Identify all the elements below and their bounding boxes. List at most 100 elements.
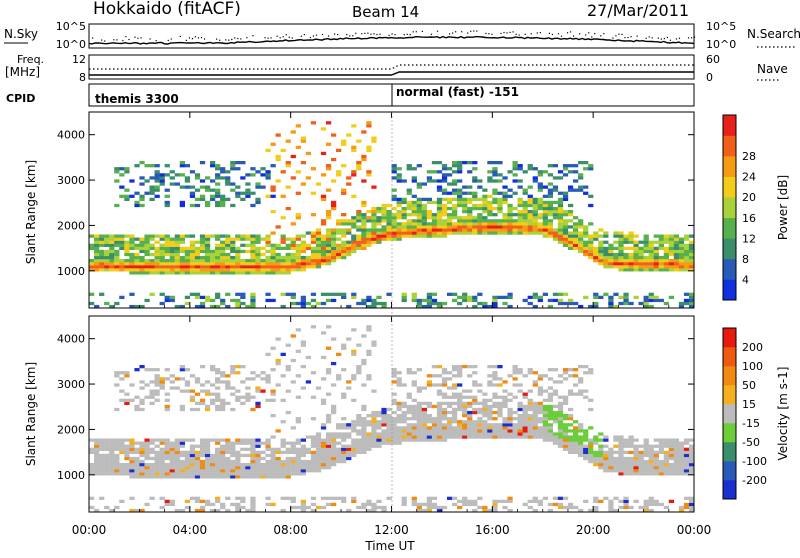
velocity-cell bbox=[557, 432, 564, 436]
velocity-cell bbox=[179, 389, 185, 393]
velocity-cell bbox=[194, 377, 201, 381]
velocity-cell bbox=[436, 365, 443, 369]
velocity-cell bbox=[663, 466, 669, 470]
velocity-cell bbox=[331, 410, 337, 415]
power-cell bbox=[109, 265, 115, 269]
velocity-cell bbox=[265, 352, 271, 357]
velocity-cell bbox=[628, 466, 634, 470]
power-cell bbox=[184, 246, 191, 251]
velocity-cell bbox=[588, 444, 594, 448]
power-cell bbox=[194, 176, 201, 180]
power-cell bbox=[94, 265, 100, 269]
power-cell bbox=[169, 295, 175, 300]
velocity-cell bbox=[532, 499, 538, 504]
power-cell bbox=[356, 219, 362, 223]
velocity-cell bbox=[265, 453, 271, 458]
power-cell bbox=[522, 222, 528, 226]
power-cell bbox=[341, 219, 347, 223]
velocity-cell bbox=[134, 395, 140, 399]
power-cell bbox=[184, 262, 191, 266]
velocity-cell bbox=[431, 426, 438, 430]
power-cell bbox=[552, 237, 559, 241]
power-cell bbox=[144, 262, 150, 266]
velocity-cell bbox=[436, 417, 443, 421]
power-cell bbox=[527, 203, 533, 208]
velocity-cell bbox=[149, 463, 155, 467]
power-cell bbox=[285, 262, 291, 266]
power-cell bbox=[472, 167, 478, 171]
nsearch-dot bbox=[512, 31, 514, 33]
power-cell bbox=[452, 222, 458, 226]
velocity-cell bbox=[446, 423, 453, 427]
velocity-cell bbox=[517, 426, 523, 430]
power-cell bbox=[179, 262, 185, 266]
power-cell bbox=[119, 234, 125, 238]
power-cell bbox=[295, 216, 301, 220]
velocity-cell bbox=[452, 401, 458, 406]
velocity-cell bbox=[280, 450, 286, 455]
power-cell bbox=[578, 176, 584, 180]
power-cell bbox=[623, 265, 629, 269]
velocity-cell bbox=[184, 499, 191, 504]
velocity-cell bbox=[643, 472, 649, 476]
power-cell bbox=[416, 213, 422, 217]
velocity-cell bbox=[406, 407, 412, 412]
colorbar-tick-label: 16 bbox=[742, 212, 756, 225]
velocity-cell bbox=[472, 383, 478, 387]
power-cell bbox=[547, 234, 554, 238]
power-cell bbox=[567, 203, 574, 208]
power-cell bbox=[517, 231, 523, 235]
power-cell bbox=[391, 231, 397, 235]
nsearch-dot bbox=[337, 33, 339, 36]
power-cell bbox=[578, 185, 584, 189]
velocity-cell bbox=[250, 438, 256, 442]
velocity-cell bbox=[462, 432, 468, 436]
power-cell bbox=[648, 249, 654, 254]
nsky-tick-top-right: 10^5 bbox=[706, 20, 736, 33]
power-cell bbox=[462, 203, 468, 208]
power-cell bbox=[255, 182, 261, 186]
velocity-ylabel: Slant Range [km] bbox=[24, 362, 38, 466]
power-cell bbox=[436, 234, 443, 238]
velocity-cell bbox=[154, 389, 160, 393]
power-cell bbox=[305, 246, 312, 251]
power-cell bbox=[194, 295, 201, 300]
velocity-cell bbox=[265, 380, 271, 384]
power-cell bbox=[396, 197, 402, 202]
velocity-cell bbox=[124, 438, 130, 442]
colorbar-tick-label: 50 bbox=[742, 379, 756, 392]
power-cell bbox=[204, 259, 211, 263]
power-cell bbox=[129, 246, 135, 251]
power-cell bbox=[341, 188, 347, 192]
velocity-cell bbox=[119, 389, 125, 393]
power-cell bbox=[361, 219, 367, 223]
colorbar-swatch bbox=[723, 461, 736, 481]
velocity-cell bbox=[598, 499, 604, 504]
power-cell bbox=[235, 292, 241, 296]
velocity-cell bbox=[199, 469, 206, 473]
power-cell bbox=[265, 262, 271, 266]
power-cell bbox=[452, 161, 458, 165]
power-cell bbox=[164, 295, 170, 300]
velocity-cell bbox=[305, 505, 312, 510]
power-cell bbox=[129, 271, 135, 275]
power-cell bbox=[210, 194, 216, 198]
power-cell bbox=[557, 237, 564, 241]
power-cell bbox=[623, 234, 629, 238]
power-cell bbox=[366, 304, 372, 309]
velocity-cell bbox=[220, 472, 226, 476]
power-cell bbox=[557, 228, 564, 232]
power-cell bbox=[618, 268, 624, 272]
velocity-cell bbox=[275, 472, 281, 476]
power-cell bbox=[583, 246, 589, 251]
power-cell bbox=[361, 237, 367, 241]
power-cell bbox=[139, 197, 145, 202]
power-cell bbox=[124, 170, 130, 174]
velocity-cell bbox=[341, 346, 347, 350]
velocity-cell bbox=[467, 365, 473, 369]
nsearch-dot bbox=[104, 40, 106, 42]
power-cell bbox=[159, 246, 165, 251]
nsearch-dot bbox=[134, 36, 136, 38]
velocity-cell bbox=[532, 404, 538, 409]
velocity-cell bbox=[119, 499, 125, 504]
